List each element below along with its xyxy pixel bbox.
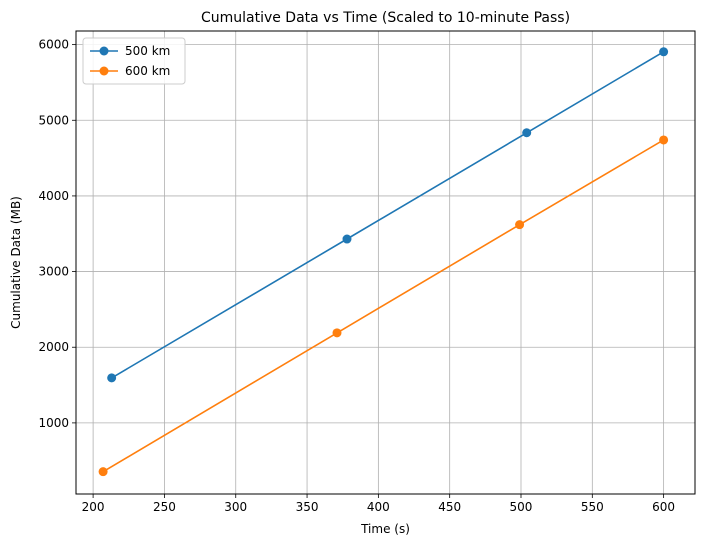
series-line <box>111 51 665 379</box>
data-point <box>659 135 669 145</box>
ticks: 200 250 300 350 400 450 500 550 600 1000 2000 3000 4… <box>38 38 675 514</box>
x-tick-label: 550 <box>581 500 604 514</box>
data-point <box>332 328 342 338</box>
x-tick-label: 400 <box>367 500 390 514</box>
plot-area-frame <box>75 30 696 495</box>
data-point <box>659 47 669 57</box>
legend-swatch-marker <box>99 66 109 76</box>
legend-frame <box>82 37 186 85</box>
y-tick-label: 6000 <box>38 38 69 52</box>
x-tick-label: 300 <box>224 500 247 514</box>
legend-label: 600 km <box>125 64 170 78</box>
series-line <box>102 139 665 473</box>
x-axis-label: Time (s) <box>360 522 410 536</box>
series-layer <box>98 47 669 477</box>
x-tick-label: 250 <box>153 500 176 514</box>
x-tick-label: 200 <box>82 500 105 514</box>
x-tick-label: 600 <box>652 500 675 514</box>
y-axis-label: Cumulative Data (MB) <box>9 196 23 329</box>
grid <box>76 31 695 494</box>
data-point <box>522 128 532 138</box>
y-tick-label: 5000 <box>38 113 69 127</box>
data-point <box>98 467 108 477</box>
series-0 <box>107 47 669 383</box>
legend: 500 km 600 km <box>82 37 186 85</box>
y-tick-label: 4000 <box>38 189 69 203</box>
legend-label: 500 km <box>125 44 170 58</box>
x-tick-label: 350 <box>296 500 319 514</box>
chart-title: Cumulative Data vs Time (Scaled to 10-mi… <box>201 10 570 26</box>
data-point <box>107 373 117 383</box>
data-point <box>342 234 352 244</box>
series-1 <box>98 135 669 477</box>
y-tick-label: 1000 <box>38 416 69 430</box>
x-tick-label: 450 <box>438 500 461 514</box>
y-tick-label: 3000 <box>38 265 69 279</box>
legend-swatch-marker <box>99 46 109 56</box>
data-point <box>515 220 525 230</box>
y-tick-label: 2000 <box>38 340 69 354</box>
x-tick-label: 500 <box>510 500 533 514</box>
